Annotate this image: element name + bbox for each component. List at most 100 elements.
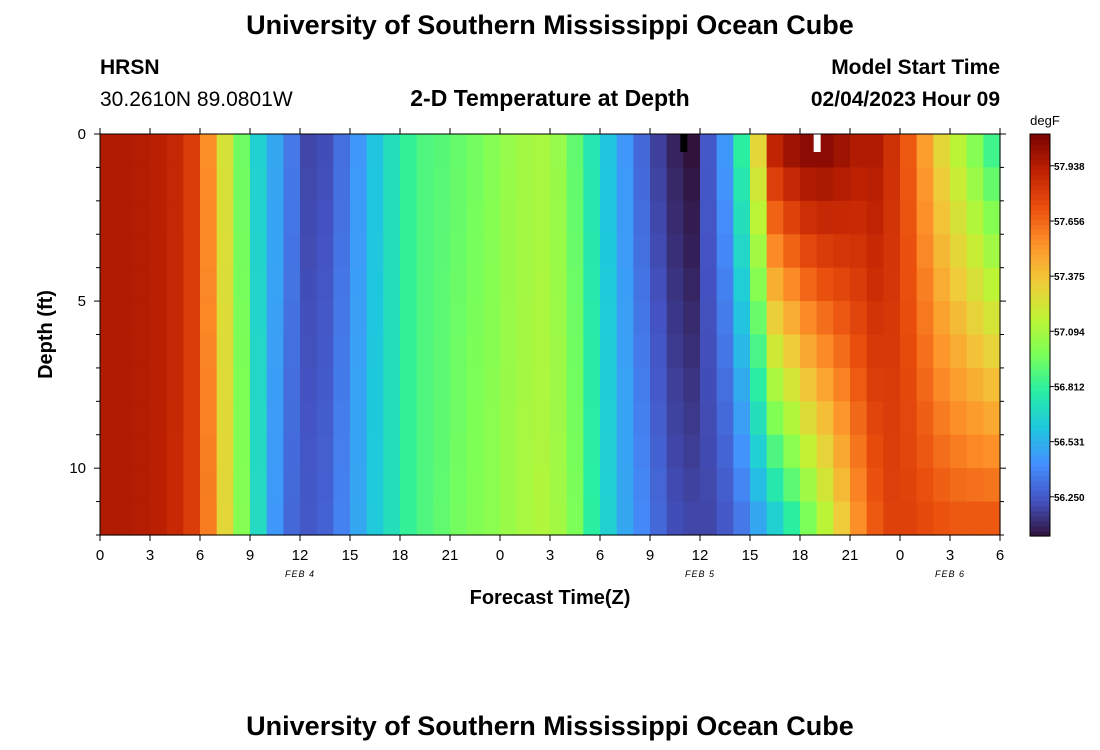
colorbar-segment xyxy=(1030,520,1050,527)
colorbar-segment xyxy=(1030,530,1050,537)
heatmap-cell xyxy=(316,367,334,402)
heatmap-cell xyxy=(483,167,501,202)
heatmap-cell xyxy=(700,334,718,369)
colorbar-segment xyxy=(1030,490,1050,497)
heatmap-cell xyxy=(750,501,768,536)
colorbar-segment xyxy=(1030,279,1050,286)
heatmap-cell xyxy=(183,167,201,202)
heatmap-cell xyxy=(383,301,401,336)
heatmap-cell xyxy=(150,267,168,302)
heatmap-cell xyxy=(150,434,168,469)
heatmap-cell xyxy=(766,301,784,336)
colorbar-segment xyxy=(1030,324,1050,331)
heatmap-cell xyxy=(433,167,451,202)
heatmap-cell xyxy=(750,434,768,469)
heatmap-cell xyxy=(816,401,834,436)
heatmap-cell xyxy=(750,167,768,202)
heatmap-cell xyxy=(483,334,501,369)
heatmap-cell xyxy=(816,167,834,202)
heatmap-cell xyxy=(266,367,284,402)
heatmap-cell xyxy=(283,200,301,235)
heatmap-cell xyxy=(166,301,184,336)
heatmap-cell xyxy=(633,134,651,169)
y-tick-label: 10 xyxy=(69,460,86,477)
heatmap-cell xyxy=(150,468,168,503)
heatmap-cell xyxy=(216,200,234,235)
heatmap-cell xyxy=(916,334,934,369)
colorbar-segment xyxy=(1030,475,1050,482)
heatmap-cell xyxy=(733,301,751,336)
heatmap-cell xyxy=(400,301,418,336)
heatmap-cell xyxy=(716,434,734,469)
heatmap-cell xyxy=(366,167,384,202)
heatmap-cell xyxy=(433,334,451,369)
heatmap-cell xyxy=(350,267,368,302)
heatmap-cell xyxy=(950,267,968,302)
heatmap-cell xyxy=(683,134,701,169)
heatmap-cell xyxy=(316,434,334,469)
heatmap-cell xyxy=(483,501,501,536)
heatmap-cell xyxy=(783,401,801,436)
colorbar-segment xyxy=(1030,184,1050,190)
heatmap-cell xyxy=(250,401,268,436)
heatmap-cell xyxy=(116,367,134,402)
heatmap-cell xyxy=(650,134,668,169)
heatmap-cell xyxy=(966,401,984,436)
heatmap-cell xyxy=(783,301,801,336)
heatmap-cell xyxy=(150,301,168,336)
heatmap-cell xyxy=(900,234,918,269)
heatmap-cell xyxy=(966,267,984,302)
heatmap-cell xyxy=(266,468,284,503)
heatmap-cell xyxy=(783,334,801,369)
heatmap-cell xyxy=(466,234,484,269)
heatmap-cell xyxy=(700,234,718,269)
heatmap-cell xyxy=(166,367,184,402)
heatmap-cell xyxy=(750,468,768,503)
heatmap-cell xyxy=(116,200,134,235)
heatmap-cell xyxy=(233,301,251,336)
heatmap-cell xyxy=(550,434,568,469)
heatmap-cell xyxy=(333,267,351,302)
heatmap-cell xyxy=(350,301,368,336)
heatmap-cell xyxy=(766,401,784,436)
heatmap-cell xyxy=(166,468,184,503)
heatmap-cell xyxy=(950,501,968,536)
heatmap-cell xyxy=(166,334,184,369)
heatmap-cell xyxy=(966,234,984,269)
heatmap-cell xyxy=(616,267,634,302)
heatmap-cell xyxy=(483,200,501,235)
heatmap-cell xyxy=(850,334,868,369)
heatmap-cell xyxy=(133,301,151,336)
heatmap-cell xyxy=(683,401,701,436)
colorbar-segment xyxy=(1030,365,1050,371)
heatmap-cell xyxy=(516,134,534,169)
heatmap-cell xyxy=(716,267,734,302)
heatmap-cell xyxy=(416,334,434,369)
heatmap-cell xyxy=(183,501,201,536)
heatmap-cell xyxy=(316,301,334,336)
colorbar-segment xyxy=(1030,139,1050,145)
heatmap-cell xyxy=(366,401,384,436)
colorbar-segment xyxy=(1030,440,1050,447)
heatmap-cell xyxy=(566,267,584,302)
heatmap-cell xyxy=(450,301,468,336)
heatmap-cell xyxy=(350,468,368,503)
x-tick-label: 9 xyxy=(646,547,654,564)
heatmap-cell xyxy=(233,434,251,469)
heatmap-cell xyxy=(250,200,268,235)
heatmap-cell xyxy=(183,267,201,302)
heatmap-cell xyxy=(400,434,418,469)
heatmap-cell xyxy=(333,434,351,469)
heatmap-cell xyxy=(416,468,434,503)
heatmap-cell xyxy=(866,367,884,402)
heatmap-cell xyxy=(650,301,668,336)
heatmap-cell xyxy=(900,134,918,169)
heatmap-cell xyxy=(716,234,734,269)
plot-title: 2-D Temperature at Depth xyxy=(410,85,690,111)
heatmap-cell xyxy=(666,401,684,436)
heatmap-cell xyxy=(700,167,718,202)
heatmap-cell xyxy=(700,200,718,235)
colorbar-segment xyxy=(1030,174,1050,180)
heatmap-cell xyxy=(266,134,284,169)
heatmap-cell xyxy=(966,434,984,469)
